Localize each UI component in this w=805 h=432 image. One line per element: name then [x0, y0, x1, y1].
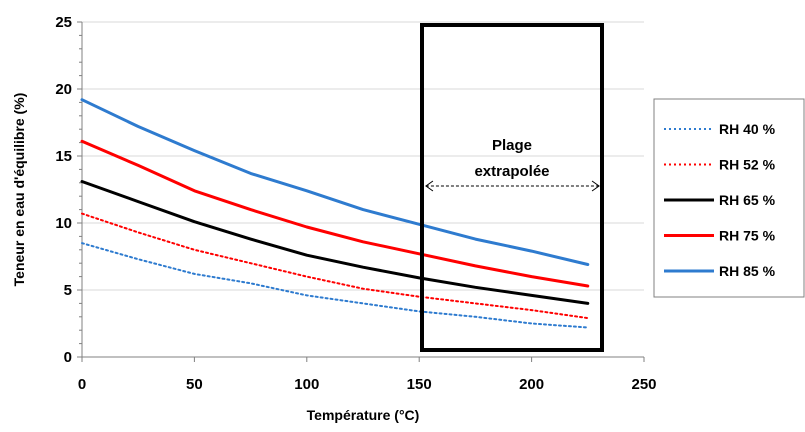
series-line-1 — [81, 242, 589, 329]
x-tick-label: 50 — [186, 376, 203, 393]
annotation-text-line-1: Plage — [492, 137, 532, 154]
legend: RH 40 % RH 52 % RH 65 % RH 75 % RH 85 % — [653, 98, 805, 298]
gridlines — [82, 21, 644, 291]
series-line-2 — [81, 212, 589, 320]
x-tick-label: 100 — [294, 376, 319, 393]
series-lines — [80, 98, 590, 329]
arrow-right-head — [591, 180, 600, 192]
annotation-text-line-2: extrapolée — [474, 163, 549, 180]
legend-label-3: RH 65 % — [719, 192, 776, 208]
legend-label-1: RH 40 % — [719, 121, 776, 137]
x-axis-title: Température (°C) — [307, 407, 420, 423]
y-tick-label: 0 — [64, 349, 72, 366]
series-line-4 — [80, 139, 590, 288]
y-tick-label: 20 — [55, 81, 72, 98]
legend-label-4: RH 75 % — [719, 228, 776, 244]
y-tick-label: 5 — [64, 282, 72, 299]
y-axis-title: Teneur en eau d'équilibre (%) — [11, 93, 27, 287]
x-axis-ticks: 0 50 100 150 200 250 — [78, 357, 657, 393]
arrow-left-head — [425, 180, 434, 192]
x-tick-label: 150 — [407, 376, 432, 393]
legend-box — [653, 98, 805, 298]
x-tick-label: 200 — [519, 376, 544, 393]
y-tick-label: 10 — [55, 215, 72, 232]
series-line-3 — [80, 180, 590, 305]
x-tick-label: 250 — [631, 376, 656, 393]
y-tick-label: 15 — [55, 148, 72, 165]
series-line-5 — [80, 98, 590, 266]
extrapolated-range-box — [420, 23, 604, 352]
extrapolated-range-annotation: Plage extrapolée — [420, 23, 604, 352]
axes — [81, 22, 644, 358]
legend-label-2: RH 52 % — [719, 157, 776, 173]
y-axis-ticks: 0 5 10 15 20 25 — [55, 14, 82, 366]
x-tick-label: 0 — [78, 376, 86, 393]
legend-label-5: RH 85 % — [719, 263, 776, 279]
y-tick-label: 25 — [55, 14, 72, 31]
